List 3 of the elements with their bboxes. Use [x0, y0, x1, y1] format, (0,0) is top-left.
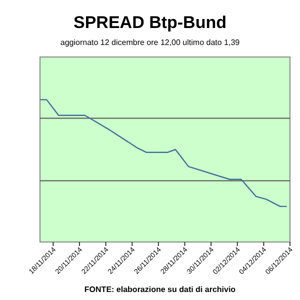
chart-subtitle: aggiornato 12 dicembre ore 12,00 ultimo dato 1,39 — [60, 38, 240, 47]
source-note: FONTE: elaborazione su dati di archivio — [84, 285, 236, 294]
chart-title: SPREAD Btp-Bund — [74, 13, 226, 32]
